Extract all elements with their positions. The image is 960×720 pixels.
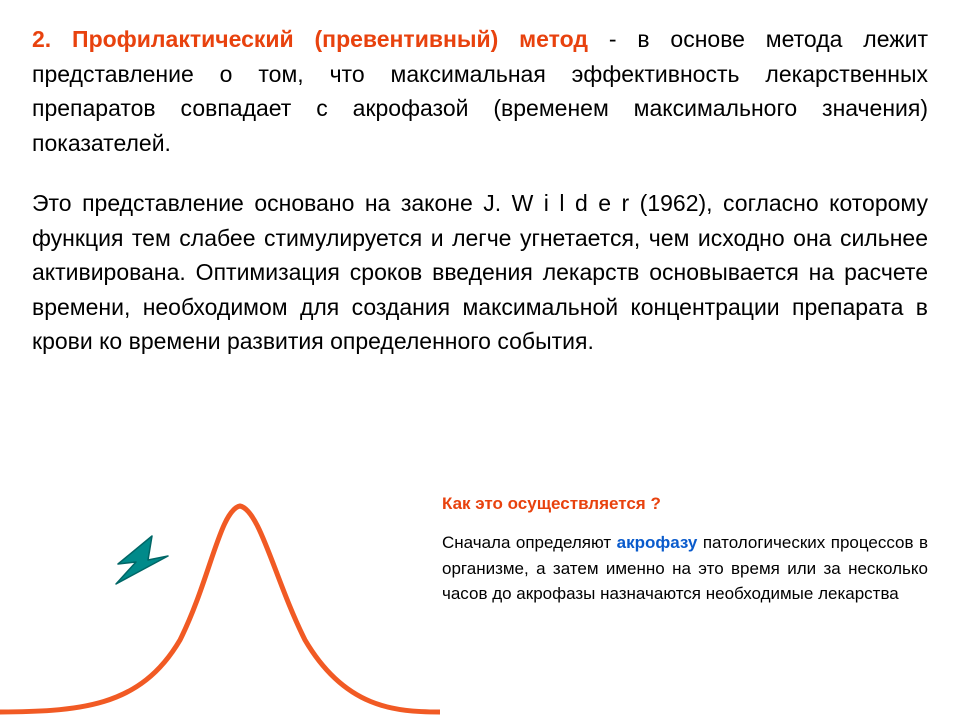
bell-curve-illustration — [0, 490, 440, 720]
question-title: Как это осуществляется ? — [442, 494, 928, 514]
body-part-1: Сначала определяют — [442, 533, 617, 552]
paragraph-2: Это представление основано на законе J. … — [32, 186, 928, 359]
method-heading: 2. Профилактический (превентивный) метод — [32, 26, 588, 52]
lightning-path — [116, 536, 168, 584]
paragraph-1: 2. Профилактический (превентивный) метод… — [32, 22, 928, 160]
curve-path — [0, 506, 440, 712]
lightning-icon — [114, 534, 174, 588]
bottom-area: Как это осуществляется ? Сначала определ… — [0, 494, 960, 720]
accent-word-akrofazu: акрофазу — [617, 533, 698, 552]
slide-content: 2. Профилактический (превентивный) метод… — [0, 0, 960, 359]
question-body: Сначала определяют акрофазу патологическ… — [442, 530, 928, 607]
right-column: Как это осуществляется ? Сначала определ… — [442, 494, 928, 607]
